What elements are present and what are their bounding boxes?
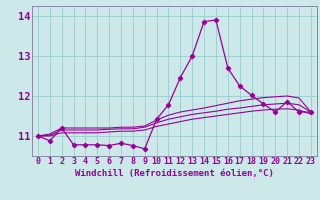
- X-axis label: Windchill (Refroidissement éolien,°C): Windchill (Refroidissement éolien,°C): [75, 169, 274, 178]
